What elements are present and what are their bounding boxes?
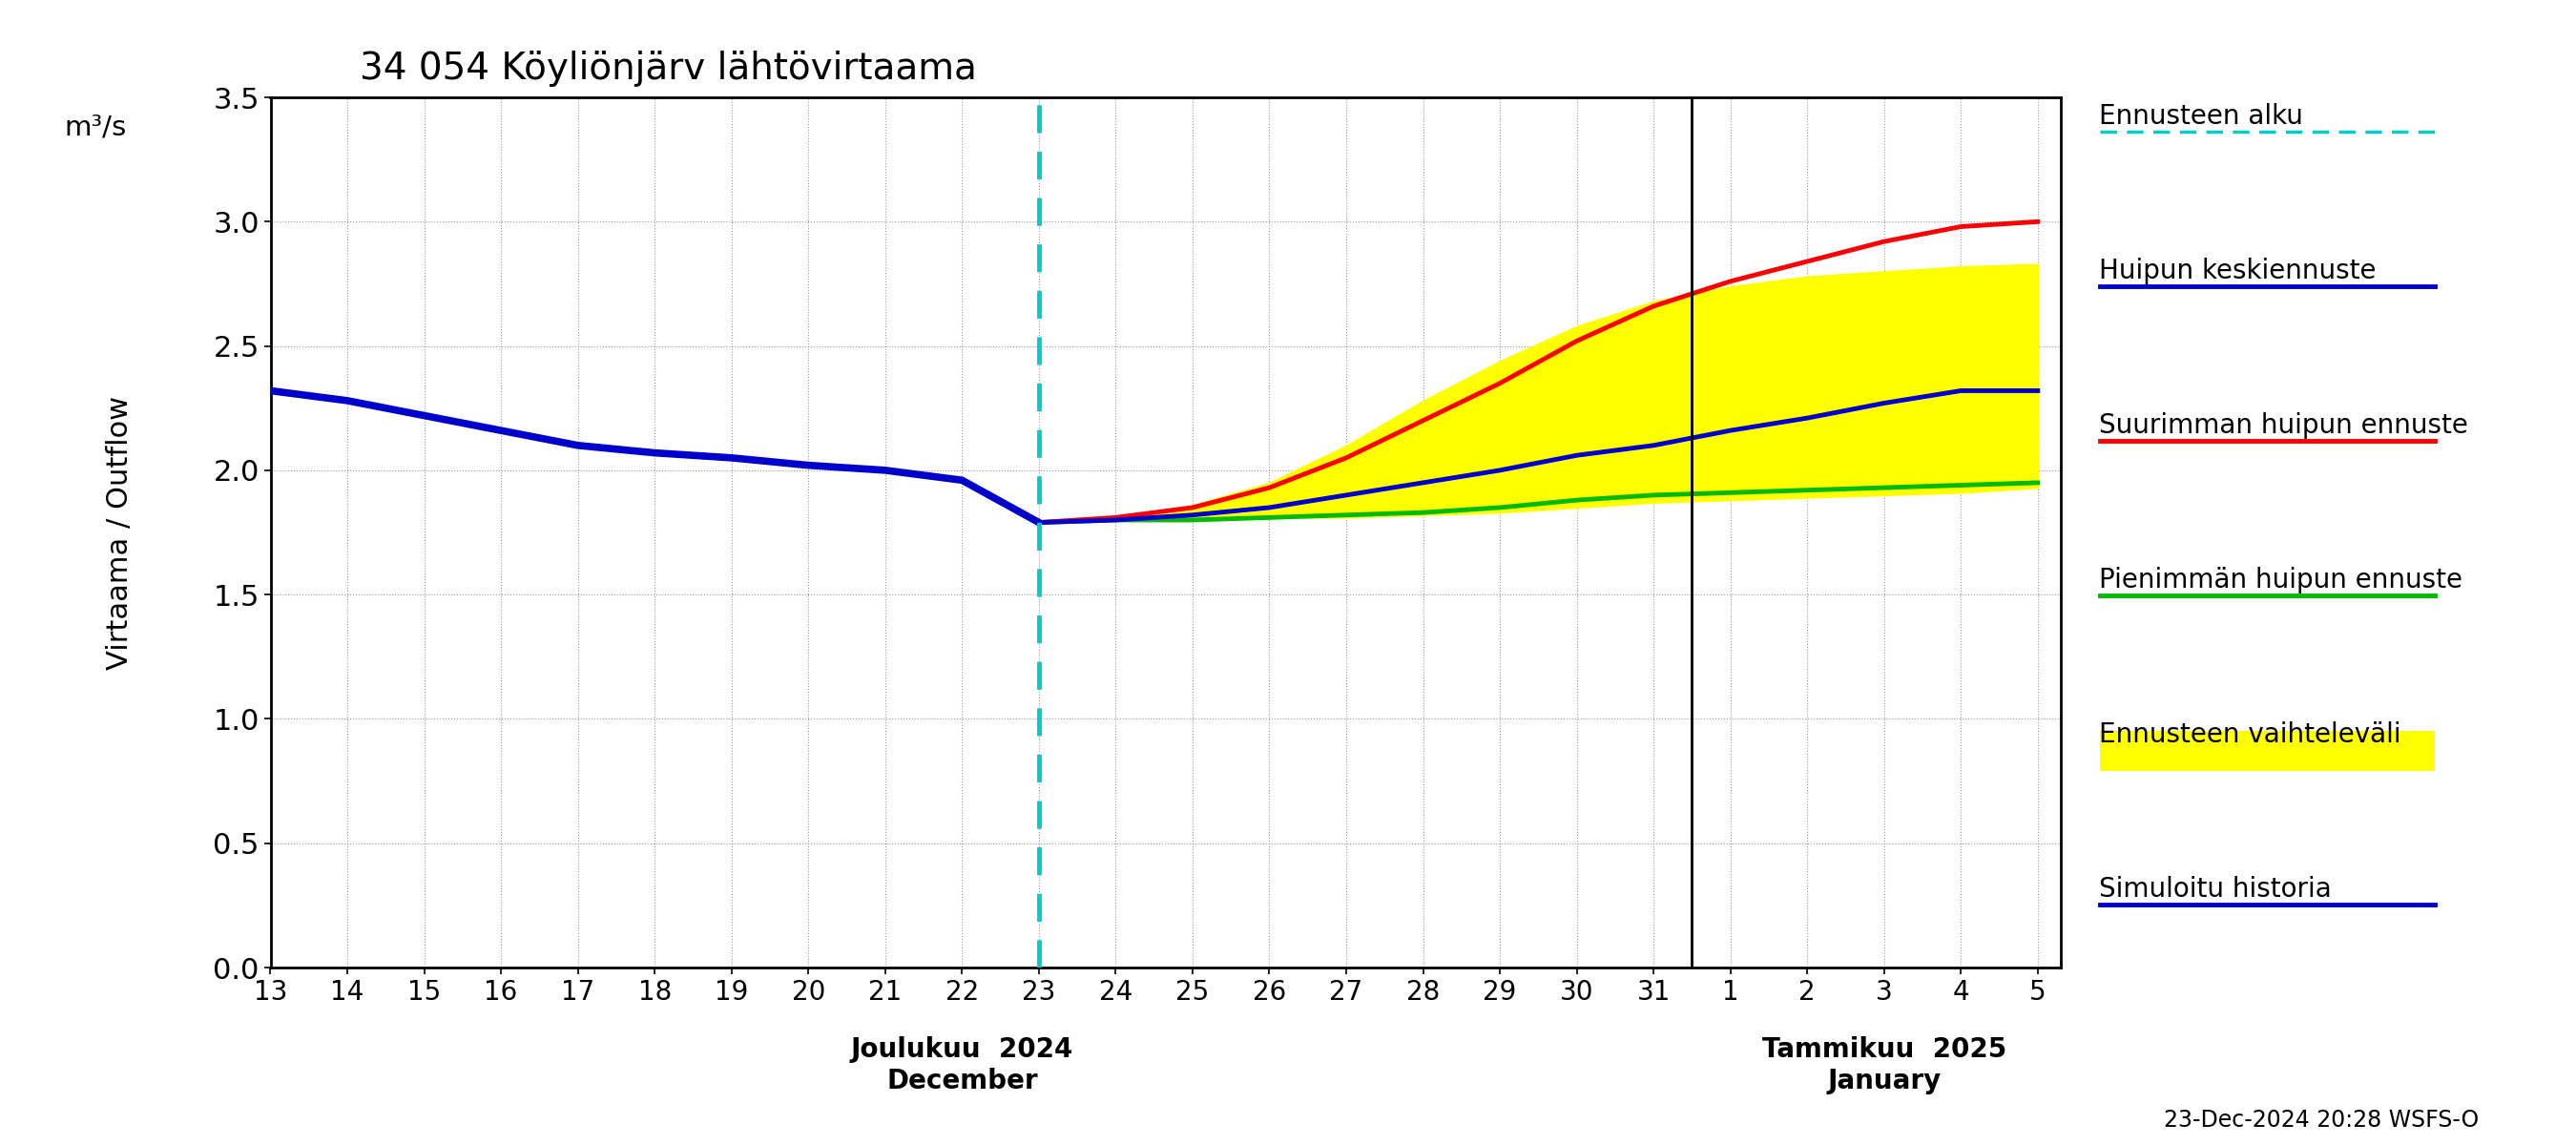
Text: m³/s: m³/s <box>64 114 126 141</box>
Text: 34 054 Köyliönjärv lähtövirtaama: 34 054 Köyliönjärv lähtövirtaama <box>361 50 976 86</box>
Text: Huipun keskiennuste: Huipun keskiennuste <box>2099 258 2378 284</box>
Text: Pienimmän huipun ennuste: Pienimmän huipun ennuste <box>2099 567 2463 593</box>
Text: 23-Dec-2024 20:28 WSFS-O: 23-Dec-2024 20:28 WSFS-O <box>2164 1108 2478 1131</box>
Text: Simuloitu historia: Simuloitu historia <box>2099 876 2331 902</box>
Text: Suurimman huipun ennuste: Suurimman huipun ennuste <box>2099 412 2468 439</box>
Y-axis label: Virtaama / Outflow: Virtaama / Outflow <box>106 395 134 670</box>
Text: Ennusteen alku: Ennusteen alku <box>2099 103 2303 129</box>
Text: Joulukuu  2024
December: Joulukuu 2024 December <box>850 1036 1074 1095</box>
Text: Ennusteen vaihteleväli: Ennusteen vaihteleväli <box>2099 721 2401 748</box>
Text: Tammikuu  2025
January: Tammikuu 2025 January <box>1762 1036 2007 1095</box>
